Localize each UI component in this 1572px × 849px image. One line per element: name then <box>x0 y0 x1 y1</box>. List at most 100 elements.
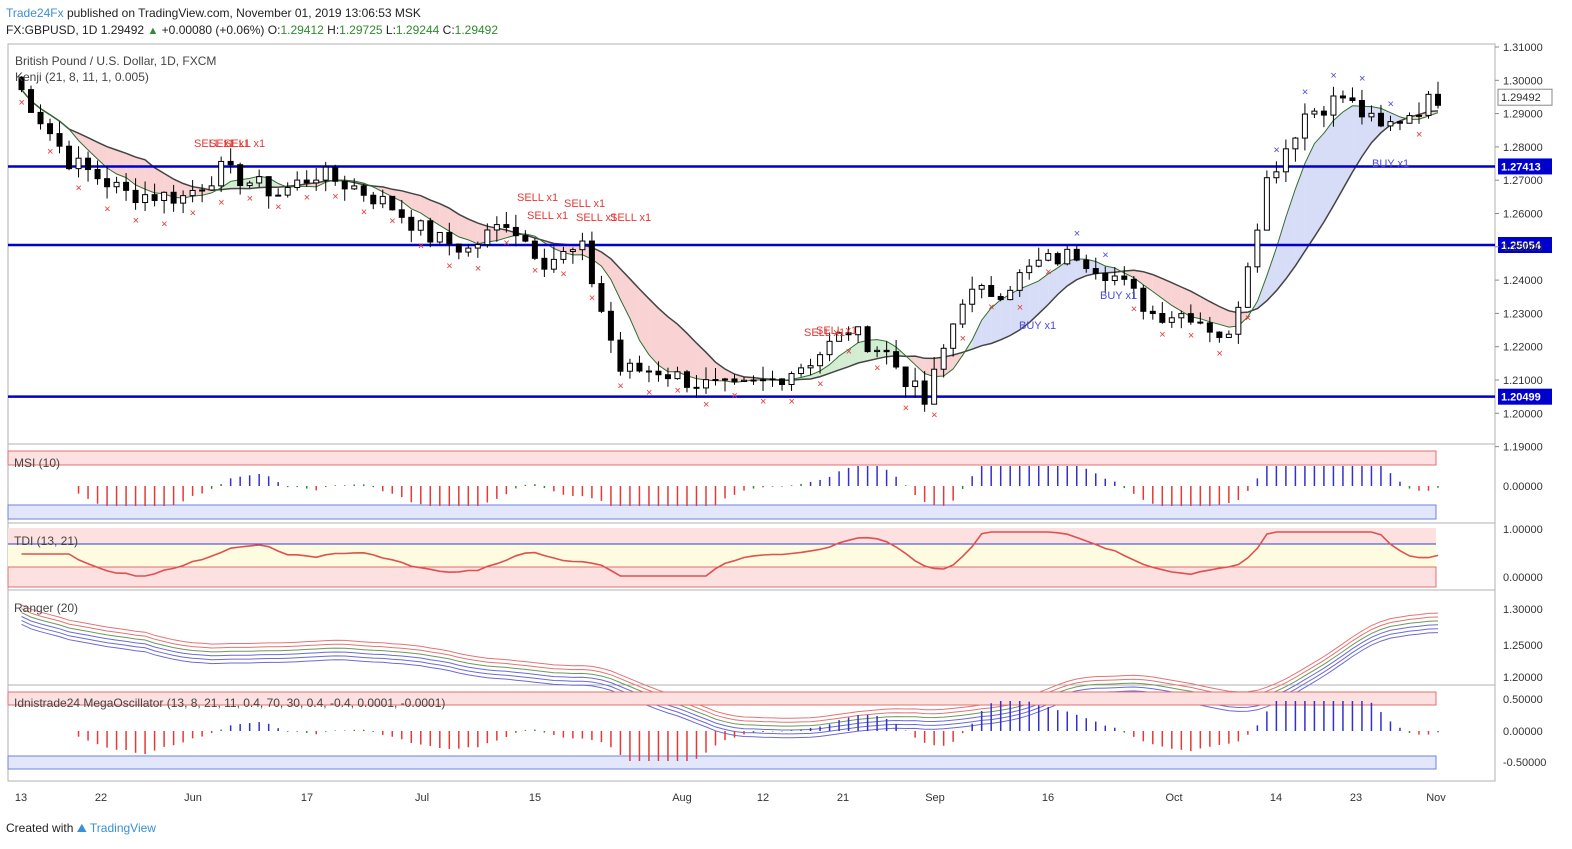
candle-body <box>779 378 786 386</box>
sell-cross-marker: × <box>190 207 196 219</box>
candle <box>1083 254 1090 273</box>
buy-cross-marker: × <box>1302 86 1308 98</box>
candle <box>189 180 196 203</box>
candle <box>37 104 44 130</box>
candle-body <box>1111 275 1118 282</box>
candle <box>702 367 709 394</box>
overbought-band <box>7 691 1437 706</box>
sell-cross-marker: × <box>1045 266 1051 278</box>
candle <box>588 231 595 288</box>
candle-body <box>874 349 881 353</box>
candle <box>123 172 130 201</box>
candle <box>855 326 862 343</box>
candle-body <box>912 380 919 388</box>
candle-body <box>769 378 776 381</box>
candle <box>1368 105 1375 122</box>
candle-body <box>1225 333 1232 338</box>
candle-body <box>1007 289 1014 301</box>
kenji-cloud-segment <box>401 190 412 209</box>
kenji-cloud-segment <box>1171 282 1182 312</box>
candle <box>826 332 833 362</box>
candle <box>85 151 92 182</box>
price-tick-label: 1.24000 <box>1503 275 1543 287</box>
candle-body <box>493 224 500 231</box>
candle-body <box>446 231 453 245</box>
candle <box>1149 305 1156 320</box>
candle <box>1064 244 1071 266</box>
candle <box>798 363 805 377</box>
kenji-cloud-segment <box>1323 120 1334 222</box>
price-tick-label: 1.22000 <box>1503 342 1543 354</box>
candle <box>1073 244 1080 262</box>
publisher-name[interactable]: Trade24Fx <box>6 6 64 20</box>
candle-body <box>341 180 348 190</box>
time-axis-label: Sep <box>925 792 945 804</box>
candle-body <box>579 240 586 251</box>
ranger-band-line <box>21 616 1439 731</box>
candle <box>322 161 329 192</box>
buy-signal-label: BUY x1 <box>1372 158 1409 170</box>
kenji-cloud-segment <box>610 258 621 300</box>
candle-body <box>85 157 92 171</box>
kenji-cloud-segment <box>1133 270 1144 285</box>
kenji-cloud-segment <box>1361 106 1372 157</box>
candle <box>1244 262 1251 308</box>
sell-cross-marker: × <box>218 197 224 209</box>
price-tick-label: 1.26000 <box>1503 209 1543 221</box>
price-tick-label: 1.23000 <box>1503 308 1543 320</box>
candle <box>950 323 957 357</box>
candle-body <box>75 157 82 170</box>
candle <box>817 351 824 374</box>
sell-signal-label: SELL x1 <box>816 325 857 337</box>
candle-body <box>826 340 833 356</box>
candle <box>398 199 405 224</box>
candle <box>836 331 843 342</box>
candle <box>969 276 976 313</box>
sell-cross-marker: × <box>418 241 424 253</box>
kenji-cloud-segment <box>1276 217 1286 291</box>
sell-cross-marker: × <box>617 381 623 393</box>
candle <box>1178 310 1185 329</box>
mega-tick-label: 0.00000 <box>1503 726 1543 738</box>
tradingview-logo[interactable]: ⛰ TradingView <box>76 821 156 835</box>
candle <box>370 191 377 210</box>
sell-cross-marker: × <box>19 97 25 109</box>
candle-body <box>284 187 291 196</box>
kenji-cloud-segment <box>107 146 117 175</box>
candle <box>1111 267 1118 286</box>
open-value: 1.29412 <box>280 23 324 37</box>
candle-body <box>484 229 491 246</box>
tdi-upper-zone <box>8 528 1436 544</box>
candle <box>1330 86 1337 127</box>
candle <box>341 175 348 201</box>
sell-signal-label: SELL x1 <box>804 327 845 339</box>
candle <box>550 246 557 273</box>
price-change: +0.00080 (+0.06%) <box>161 23 265 37</box>
candle-body <box>379 195 386 205</box>
current-price-label: 1.29492 <box>1501 92 1541 104</box>
kenji-cloud-segment <box>677 324 687 376</box>
candle <box>28 85 35 113</box>
candle-body <box>351 185 358 190</box>
candle <box>940 344 947 378</box>
candle <box>664 367 671 387</box>
candle-body <box>664 374 671 380</box>
tradingview-brand: TradingView <box>89 821 156 835</box>
sell-signal-label: SELL x1 <box>610 212 651 224</box>
candle-body <box>408 216 415 231</box>
candle <box>560 246 567 264</box>
candle-body <box>246 182 253 187</box>
kenji-cloud-segment <box>1152 274 1163 299</box>
time-axis-label: Nov <box>1426 792 1446 804</box>
kenji-cloud-segment <box>648 298 659 366</box>
kenji-cloud-segment <box>430 200 440 226</box>
candle-body <box>1349 97 1356 102</box>
tdi-line <box>21 531 1439 577</box>
candle <box>769 370 776 387</box>
kenji-cloud-segment <box>1352 105 1362 173</box>
candle <box>645 365 652 383</box>
sell-cross-marker: × <box>104 204 110 216</box>
sell-cross-marker: × <box>76 182 82 194</box>
candle-body <box>855 326 862 336</box>
